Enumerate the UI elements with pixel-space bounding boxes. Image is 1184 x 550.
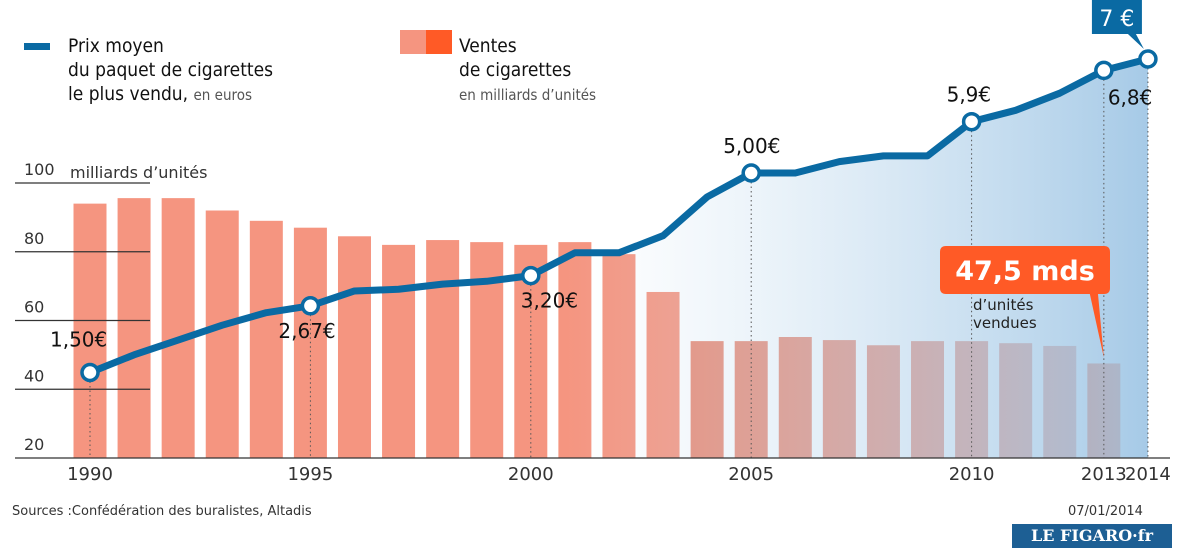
marker [521,265,541,286]
x-tick-label: 2005 [728,464,774,485]
x-tick-label: 1990 [67,464,113,485]
callout-box [940,246,1110,358]
y-tick-label: 40 [24,366,44,385]
value-label: 3,20€ [521,289,578,313]
legend-label: Prix moyen du paquet de cigarettes le pl… [68,35,274,105]
marker [961,111,982,132]
value-label: 7 € [1099,7,1134,32]
y-tick-label: 100 [24,160,55,179]
value-label: 47,5 mds [955,256,1095,287]
legend-label: Ventes de cigarettes [459,35,572,81]
label-box [1091,0,1144,49]
source: Sources :Confédération des buralistes, A… [12,504,312,519]
value-label: 5,00€ [723,134,780,158]
legend-unit: en euros [193,86,253,104]
x-tick-label: 2014 [1125,464,1171,485]
marker [80,362,100,383]
value-label: 2,67€ [278,319,335,343]
logo: LE FIGARO·fr [1012,524,1172,548]
value-label: 5,9€ [947,83,992,107]
marker [1094,60,1114,81]
y-tick-label: 60 [24,298,44,317]
value-label: 6,8€ [1108,85,1153,109]
x-tick-label: 2010 [949,464,995,485]
legend-swatch [426,30,452,54]
x-tick-label: 2013 [1081,464,1127,485]
x-tick-label: 1995 [287,464,333,485]
value-label: 1,50€ [50,328,107,352]
legend-swatch [24,43,50,50]
overlay: 47,5 mds 1,50€ 2,67€ 3,20€ 5,00€ 5,9€ 6,8€ 7 € [50,0,1158,383]
y-tick-label: 20 [24,435,44,454]
x-tick-label: 2000 [508,464,554,485]
y-tick-label: 80 [24,229,44,248]
date: 07/01/2014 [1068,504,1143,519]
marker [1138,49,1158,69]
annotation: d’unités vendues [973,296,1037,332]
legend-line: Prix moyen du paquet de cigarettes le pl… [68,34,273,107]
legend-swatch [400,30,426,54]
legend-bar: Ventes de cigarettes en milliards d’unit… [459,34,596,107]
legend-unit: en milliards d’unités [459,86,597,104]
marker [300,296,321,316]
y-axis-label: milliards d’unités [70,163,208,182]
marker [741,163,761,183]
